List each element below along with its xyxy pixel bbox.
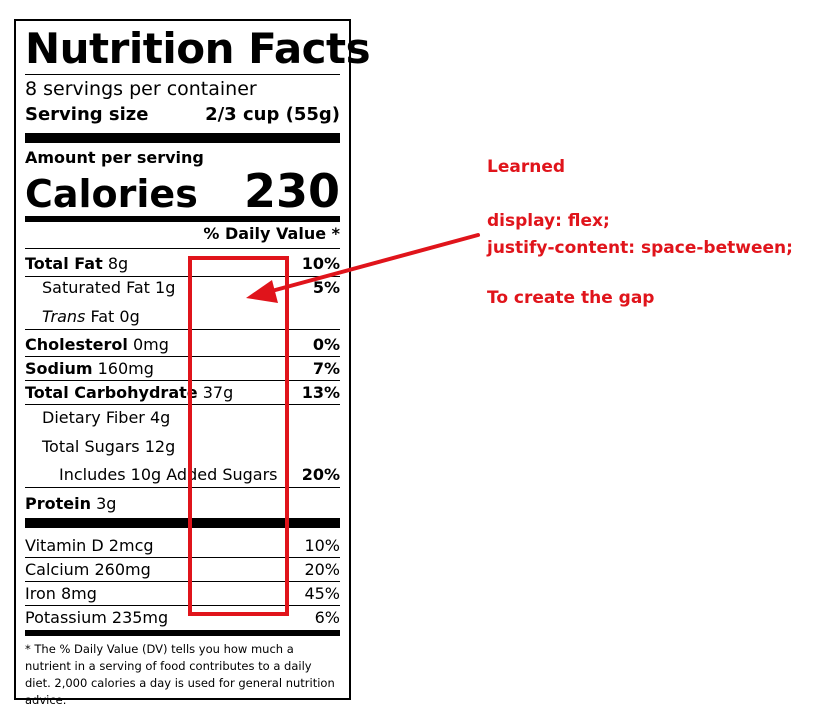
nutrient-label: Includes 10g Added Sugars <box>59 465 278 484</box>
nutrient-label: Sodium 160mg <box>25 359 154 378</box>
divider <box>25 276 340 277</box>
nutrient-row-dietary-fiber: Dietary Fiber 4g <box>25 407 340 429</box>
divider-medium <box>25 216 340 222</box>
calories-value: 230 <box>243 164 340 218</box>
divider <box>25 487 340 488</box>
nutrient-dv: 13% <box>301 383 340 402</box>
calories-row: Calories 230 <box>25 167 340 218</box>
divider <box>25 248 340 249</box>
divider <box>25 557 340 558</box>
annotation-highlight-box <box>188 256 289 616</box>
nutrient-row-added-sugars: Includes 10g Added Sugars 20% <box>25 464 340 486</box>
nutrient-row-sodium: Sodium 160mg 7% <box>25 358 340 380</box>
serving-size-row: Serving size 2/3 cup (55g) <box>25 103 340 127</box>
annotation-code-line-1: display: flex; <box>487 211 610 231</box>
nutrition-label: Nutrition Facts 8 servings per container… <box>14 19 371 707</box>
vitamin-label: Vitamin D 2mcg <box>25 536 154 555</box>
divider <box>25 380 340 381</box>
nutrient-dv: 10% <box>301 254 340 273</box>
divider-thick <box>25 518 340 528</box>
vitamin-dv: 45% <box>304 584 340 603</box>
annotation-heading: Learned <box>487 157 566 177</box>
nutrient-row-cholesterol: Cholesterol 0mg 0% <box>25 334 340 356</box>
vitamin-label: Iron 8mg <box>25 584 97 603</box>
nutrient-row-total-carbohydrate: Total Carbohydrate 37g 13% <box>25 382 340 404</box>
divider-thick <box>25 133 340 143</box>
divider <box>25 404 340 405</box>
serving-size-label: Serving size <box>25 104 149 125</box>
calories-label: Calories <box>25 172 198 216</box>
nutrient-dv: 0% <box>312 335 340 354</box>
divider <box>25 74 340 75</box>
nutrient-dv: 20% <box>301 465 340 484</box>
vitamin-label: Calcium 260mg <box>25 560 151 579</box>
amount-per-serving: Amount per serving <box>25 148 204 167</box>
vitamin-row-calcium: Calcium 260mg 20% <box>25 559 340 581</box>
nutrient-label: Saturated Fat 1g <box>42 278 176 297</box>
divider <box>25 581 340 582</box>
nutrient-label: Protein 3g <box>25 494 117 513</box>
nutrient-label: Trans Fat 0g <box>42 307 140 326</box>
footnote: * The % Daily Value (DV) tells you how m… <box>25 642 335 707</box>
nutrient-row-saturated-fat: Saturated Fat 1g 5% <box>25 277 340 299</box>
nutrient-label: Total Carbohydrate 37g <box>25 383 234 402</box>
nutrient-row-total-fat: Total Fat 8g 10% <box>25 253 340 275</box>
divider <box>25 329 340 330</box>
label-title: Nutrition Facts <box>25 24 371 73</box>
nutrient-label: Dietary Fiber 4g <box>42 408 171 427</box>
annotation-code-line-2: justify-content: space-between; <box>487 238 793 258</box>
nutrient-label: Total Sugars 12g <box>42 437 176 456</box>
vitamin-dv: 10% <box>304 536 340 555</box>
divider-medium <box>25 630 340 636</box>
serving-size-value: 2/3 cup (55g) <box>205 104 340 125</box>
daily-value-header: % Daily Value * <box>203 224 340 243</box>
vitamin-dv: 6% <box>314 608 340 627</box>
divider <box>25 605 340 606</box>
servings-per-container: 8 servings per container <box>25 78 257 100</box>
vitamin-row-iron: Iron 8mg 45% <box>25 583 340 605</box>
nutrient-dv: 7% <box>312 359 340 378</box>
divider <box>25 356 340 357</box>
nutrient-row-trans-fat: Trans Fat 0g <box>25 306 340 328</box>
vitamin-label: Potassium 235mg <box>25 608 169 627</box>
vitamin-dv: 20% <box>304 560 340 579</box>
vitamin-row-potassium: Potassium 235mg 6% <box>25 607 340 629</box>
nutrient-row-total-sugars: Total Sugars 12g <box>25 436 340 458</box>
annotation-caption: To create the gap <box>487 288 655 308</box>
vitamin-row-vitamin-d: Vitamin D 2mcg 10% <box>25 535 340 557</box>
nutrient-label: Total Fat 8g <box>25 254 129 273</box>
nutrient-row-protein: Protein 3g <box>25 493 340 515</box>
nutrient-dv: 5% <box>312 278 340 297</box>
nutrient-label: Cholesterol 0mg <box>25 335 169 354</box>
